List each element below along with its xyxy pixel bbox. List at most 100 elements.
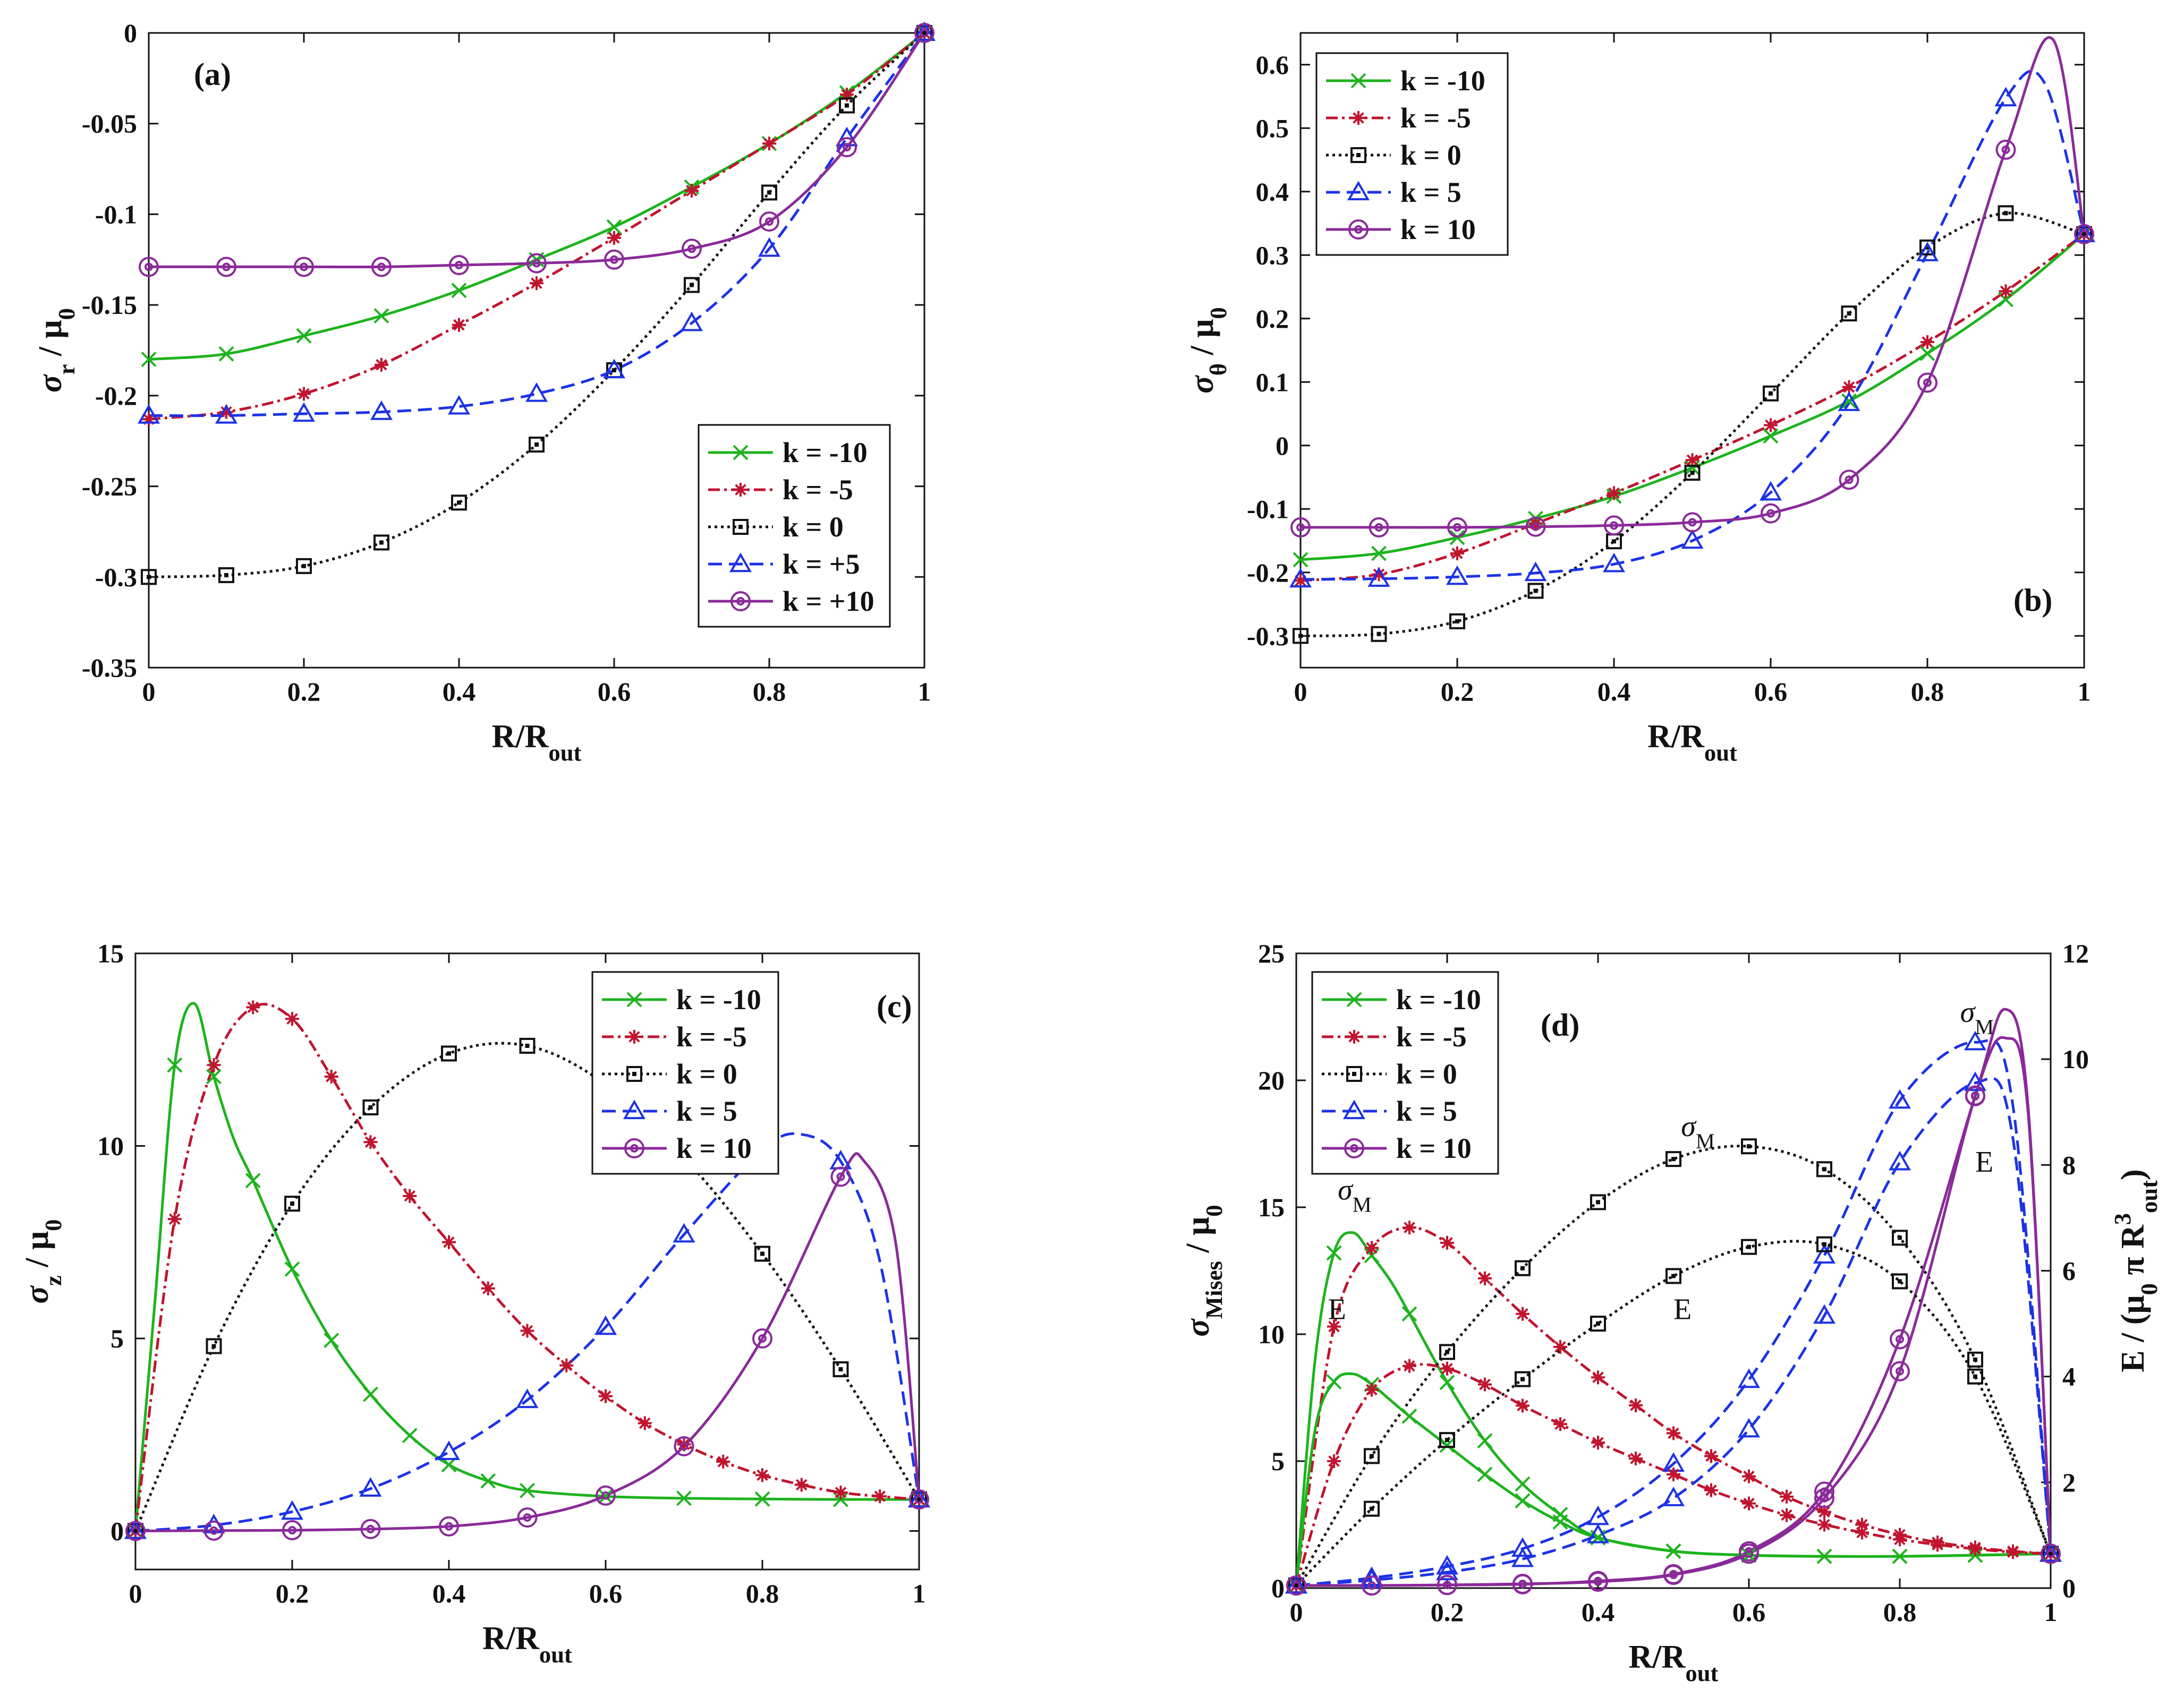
series-k+10-line [149, 33, 924, 269]
series-k5-line [1301, 70, 2084, 581]
legend-entry: k = -10 [1400, 65, 1485, 97]
data-point-marker [218, 346, 234, 362]
legend-marker [1347, 1030, 1361, 1044]
data-point-marker [1816, 1161, 1832, 1178]
y-tick-label: 0 [124, 18, 137, 48]
y-tick-label: -0.3 [95, 562, 137, 592]
axes-box [1299, 32, 2085, 669]
data-point-marker [448, 395, 470, 415]
data-point-marker [1663, 1565, 1684, 1585]
data-point-marker [526, 253, 547, 274]
data-point-marker [402, 1428, 418, 1444]
data-point-marker [1606, 533, 1622, 550]
data-point-marker [1436, 1555, 1458, 1575]
data-point-marker [830, 1166, 851, 1187]
series-k10-line [135, 1152, 919, 1532]
y-tick-label: -0.1 [95, 199, 137, 229]
series-k-10-sigma-line [1296, 1231, 2051, 1586]
data-point-marker [1685, 453, 1699, 467]
data-point-marker [1439, 1437, 1455, 1453]
data-point-marker [1813, 1304, 1835, 1324]
y-tick-label: 0.4 [1256, 177, 1289, 207]
data-point-marker [371, 257, 392, 277]
legend-entry: k = 0 [783, 511, 844, 543]
series-k-10-line [1301, 233, 2084, 561]
y-tick-label: 15 [1258, 1192, 1285, 1222]
x-axis-label: R/Rout [492, 719, 582, 766]
legend: k = -10 k = -5 k = 0 k = 5 k = 10 [1315, 52, 1509, 256]
series-k5-sigma-line [1296, 1038, 2051, 1587]
energy-annotation: E [1328, 1293, 1346, 1326]
data-point-marker [1892, 1548, 1908, 1564]
data-point-marker [1604, 515, 1624, 536]
legend-entry: k = 5 [676, 1095, 737, 1127]
data-point-marker [1892, 1273, 1908, 1290]
data-point-marker [219, 405, 233, 419]
data-point-marker [1994, 87, 2017, 107]
data-point-marker [1511, 1547, 1534, 1567]
data-point-marker [452, 318, 466, 332]
data-point-marker [1892, 1230, 1908, 1246]
legend-marker [1352, 111, 1365, 125]
data-point-marker [1855, 1517, 1869, 1532]
data-point-marker [293, 402, 315, 422]
y-tick-label: -0.35 [82, 653, 137, 683]
data-point-marker [1967, 1368, 1983, 1385]
data-point-marker [281, 1500, 303, 1520]
data-point-marker [1440, 1235, 1454, 1250]
data-point-marker [1764, 418, 1778, 432]
y-tick-label: -0.05 [82, 109, 137, 139]
legend-marker [623, 1099, 645, 1120]
legend-entry: k = +5 [783, 548, 860, 580]
panel-a: 0 0.2 0.4 0.6 0.8 1 -0.35 -0.3 -0.25 -0.2 -0.15 -0.… [32, 18, 936, 766]
data-point-marker [530, 276, 543, 291]
data-point-marker [373, 308, 389, 324]
data-point-marker [1742, 1469, 1756, 1483]
legend-entry: k = 5 [1396, 1095, 1457, 1127]
data-point-marker [1372, 567, 1386, 582]
sigma-m-annotation: σM [1681, 1110, 1714, 1153]
data-point-marker [1403, 1359, 1416, 1373]
data-point-marker [1662, 1487, 1685, 1506]
data-point-marker [674, 1436, 694, 1456]
data-point-marker [1364, 1448, 1380, 1464]
data-point-marker [1367, 567, 1390, 587]
data-point-marker [1964, 1030, 1986, 1051]
data-point-marker [441, 1457, 457, 1473]
data-point-marker [207, 1058, 221, 1072]
series-k5-line [135, 1132, 919, 1532]
x-tick-label: 0 [142, 677, 156, 706]
y-tick-label: 25 [1258, 939, 1285, 968]
data-point-marker [324, 1333, 339, 1349]
series-k5-energy-line [1296, 1077, 2051, 1587]
legend-marker [1348, 219, 1369, 240]
data-point-marker [1553, 1340, 1567, 1354]
data-point-marker [360, 1519, 381, 1539]
data-point-marker [1477, 1466, 1493, 1482]
data-point-marker [833, 1491, 848, 1507]
data-point-marker [1999, 284, 2013, 298]
data-point-marker [1813, 1244, 1835, 1264]
y-tick-label: 10 [1258, 1319, 1285, 1349]
data-point-marker [139, 257, 159, 277]
data-point-marker [167, 1212, 182, 1226]
legend-entry: k = -5 [783, 474, 853, 506]
data-point-marker [481, 1281, 495, 1295]
data-point-marker [2074, 224, 2094, 244]
data-point-marker [914, 23, 934, 43]
x-tick-label: 0.6 [1754, 677, 1788, 706]
sigma-m-annotation: σM [1960, 996, 1994, 1039]
data-point-marker [1841, 305, 1857, 322]
y-tick-label: 5 [111, 1324, 124, 1353]
legend: k = -10 k = -5 k = 0 k = 5 k = 10 [1311, 971, 1499, 1175]
data-point-marker [754, 1491, 770, 1507]
data-point-marker [1450, 546, 1464, 560]
y2-tick-label: 10 [2062, 1044, 2089, 1074]
data-point-marker [1738, 1418, 1760, 1438]
data-point-marker [1512, 1574, 1533, 1594]
data-point-marker [908, 1488, 930, 1508]
data-point-marker [441, 1045, 457, 1062]
y2-axis-label: E / (μ0 π R3out) [2109, 1169, 2162, 1372]
data-point-marker [1285, 1574, 1307, 1594]
series-k+5-line [149, 33, 924, 417]
